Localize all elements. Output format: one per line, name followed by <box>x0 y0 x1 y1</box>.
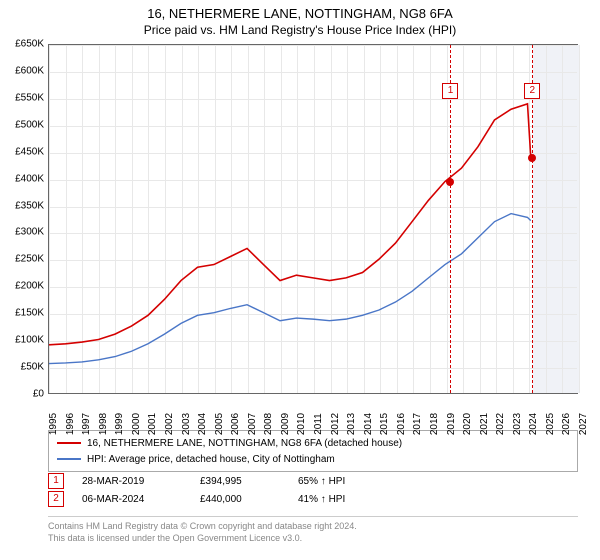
chart-container: 16, NETHERMERE LANE, NOTTINGHAM, NG8 6FA… <box>0 0 600 560</box>
legend-label: HPI: Average price, detached house, City… <box>87 454 335 465</box>
event-table-row: 1 28-MAR-2019 £394,995 65% ↑ HPI <box>48 472 578 490</box>
xaxis-tick-label: 2007 <box>247 413 258 435</box>
event-number-box: 1 <box>48 473 64 489</box>
yaxis-tick-label: £500K <box>2 119 44 130</box>
series-line <box>49 214 531 364</box>
xaxis-tick-label: 2017 <box>412 413 423 435</box>
xaxis-tick-label: 2010 <box>296 413 307 435</box>
chart-lines-svg <box>49 45 577 393</box>
chart-title: 16, NETHERMERE LANE, NOTTINGHAM, NG8 6FA <box>0 0 600 21</box>
event-number-box: 1 <box>442 83 458 99</box>
legend-swatch <box>57 442 81 444</box>
xaxis-tick-label: 2021 <box>479 413 490 435</box>
event-date: 06-MAR-2024 <box>82 494 182 505</box>
xaxis-tick-label: 2027 <box>578 413 589 435</box>
xaxis-tick-label: 2015 <box>379 413 390 435</box>
xaxis-tick-label: 2026 <box>561 413 572 435</box>
xaxis-tick-label: 1996 <box>65 413 76 435</box>
chart-plot-area: 12 <box>48 44 578 394</box>
xaxis-tick-label: 2008 <box>263 413 274 435</box>
xaxis-tick-label: 1998 <box>98 413 109 435</box>
xaxis-tick-label: 2016 <box>396 413 407 435</box>
yaxis-tick-label: £250K <box>2 254 44 265</box>
chart-legend: 16, NETHERMERE LANE, NOTTINGHAM, NG8 6FA… <box>48 430 578 472</box>
chart-subtitle: Price paid vs. HM Land Registry's House … <box>0 21 600 41</box>
xaxis-tick-label: 2012 <box>330 413 341 435</box>
xaxis-tick-label: 1995 <box>48 413 59 435</box>
series-line <box>49 104 534 345</box>
xaxis-tick-label: 2020 <box>462 413 473 435</box>
legend-swatch <box>57 458 81 460</box>
yaxis-tick-label: £400K <box>2 173 44 184</box>
xaxis-tick-label: 1999 <box>114 413 125 435</box>
xaxis-tick-label: 2004 <box>197 413 208 435</box>
xaxis-tick-label: 2019 <box>446 413 457 435</box>
xaxis-tick-label: 2013 <box>346 413 357 435</box>
legend-label: 16, NETHERMERE LANE, NOTTINGHAM, NG8 6FA… <box>87 438 402 449</box>
yaxis-tick-label: £50K <box>2 362 44 373</box>
event-pct: 41% ↑ HPI <box>298 494 398 505</box>
yaxis-tick-label: £300K <box>2 227 44 238</box>
yaxis-tick-label: £650K <box>2 39 44 50</box>
xaxis-tick-label: 2005 <box>214 413 225 435</box>
yaxis-tick-label: £350K <box>2 200 44 211</box>
xaxis-tick-label: 2011 <box>313 413 324 435</box>
xaxis-tick-label: 1997 <box>81 413 92 435</box>
event-table-row: 2 06-MAR-2024 £440,000 41% ↑ HPI <box>48 490 578 508</box>
xaxis-tick-label: 2000 <box>131 413 142 435</box>
xaxis-tick-label: 2022 <box>495 413 506 435</box>
footer-line1: Contains HM Land Registry data © Crown c… <box>48 521 578 533</box>
yaxis-tick-label: £450K <box>2 146 44 157</box>
xaxis-tick-label: 2009 <box>280 413 291 435</box>
event-pct: 65% ↑ HPI <box>298 476 398 487</box>
xaxis-tick-label: 2003 <box>181 413 192 435</box>
event-price: £440,000 <box>200 494 280 505</box>
event-marker <box>446 178 454 186</box>
yaxis-tick-label: £100K <box>2 335 44 346</box>
event-date: 28-MAR-2019 <box>82 476 182 487</box>
yaxis-tick-label: £150K <box>2 308 44 319</box>
xaxis-tick-label: 2025 <box>545 413 556 435</box>
xaxis-tick-label: 2018 <box>429 413 440 435</box>
footer-line2: This data is licensed under the Open Gov… <box>48 533 578 545</box>
yaxis-tick-label: £0 <box>2 389 44 400</box>
gridline-v <box>579 45 580 393</box>
xaxis-tick-label: 2023 <box>512 413 523 435</box>
xaxis-tick-label: 2006 <box>230 413 241 435</box>
event-number-box: 2 <box>524 83 540 99</box>
legend-row: HPI: Average price, detached house, City… <box>57 451 569 467</box>
yaxis-tick-label: £600K <box>2 65 44 76</box>
event-number-box: 2 <box>48 491 64 507</box>
event-marker <box>528 154 536 162</box>
events-table: 1 28-MAR-2019 £394,995 65% ↑ HPI 2 06-MAR-202… <box>48 472 578 508</box>
xaxis-tick-label: 2001 <box>147 413 158 435</box>
legend-row: 16, NETHERMERE LANE, NOTTINGHAM, NG8 6FA… <box>57 435 569 451</box>
event-price: £394,995 <box>200 476 280 487</box>
yaxis-tick-label: £200K <box>2 281 44 292</box>
chart-footer: Contains HM Land Registry data © Crown c… <box>48 516 578 544</box>
xaxis-tick-label: 2024 <box>528 413 539 435</box>
yaxis-tick-label: £550K <box>2 92 44 103</box>
xaxis-tick-label: 2014 <box>363 413 374 435</box>
xaxis-tick-label: 2002 <box>164 413 175 435</box>
